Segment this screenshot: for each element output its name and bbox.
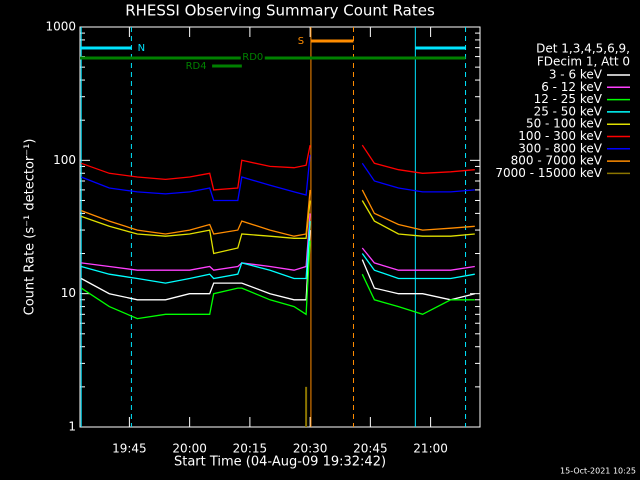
flag-label: RD4 [186, 61, 207, 72]
series-line [361, 273, 475, 316]
legend-title: FDecim 1, Att 0 [537, 55, 630, 69]
y-axis-label: Count Rate (s⁻¹ detector⁻¹) [23, 139, 38, 316]
series-line [80, 189, 311, 237]
series-line [361, 144, 475, 174]
legend-label: 800 - 7000 keV [511, 154, 603, 168]
series-line [361, 200, 475, 237]
series-line [80, 230, 311, 301]
series-line [361, 189, 475, 231]
y-tick-label: 10 [61, 286, 76, 300]
series-line [80, 154, 311, 202]
y-tick-label: 100 [53, 153, 76, 167]
x-tick-label: 19:45 [112, 442, 147, 456]
legend-label: 300 - 800 keV [518, 141, 602, 155]
series-line [361, 253, 475, 280]
y-tick-label: 1000 [45, 20, 76, 34]
legend-title: Det 1,3,4,5,6,9, [536, 42, 630, 56]
series-line [80, 144, 311, 191]
flag-label: RD0 [242, 52, 263, 63]
series-line [361, 162, 475, 193]
x-axis-label: Start Time (04-Aug-09 19:32:42) [174, 455, 386, 470]
y-tick-label: 1 [68, 420, 76, 434]
series-line [81, 213, 311, 271]
series-line [361, 247, 475, 271]
legend-label: 100 - 300 keV [518, 129, 602, 143]
x-tick-label: 21:00 [413, 442, 448, 456]
legend-label: 50 - 100 keV [526, 117, 603, 131]
flag-label-bg [184, 60, 209, 71]
series-line [81, 221, 311, 284]
flag-label-bg [240, 51, 265, 62]
legend-label: 7000 - 15000 keV [495, 166, 602, 180]
flag-label: S [298, 36, 304, 47]
flag-label: N [138, 43, 145, 54]
plot-frame [79, 26, 481, 428]
x-tick-label: 20:45 [353, 442, 388, 456]
legend-label: 3 - 6 keV [549, 68, 603, 82]
x-tick-label: 20:00 [172, 442, 207, 456]
chart-title: RHESSI Observing Summary Count Rates [125, 2, 435, 20]
legend-label: 12 - 25 keV [534, 92, 603, 106]
series-line [361, 259, 475, 301]
series-line [80, 200, 311, 255]
legend-label: 25 - 50 keV [534, 104, 603, 118]
x-tick-label: 20:15 [233, 442, 268, 456]
footer: 15-Oct-2021 10:25 [560, 467, 636, 476]
legend-label: 6 - 12 keV [541, 80, 603, 94]
series-line [80, 240, 311, 320]
x-tick-label: 20:30 [293, 442, 328, 456]
